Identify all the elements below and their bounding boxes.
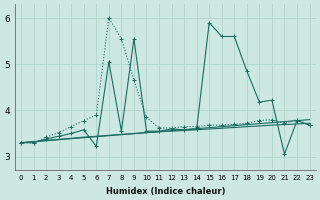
X-axis label: Humidex (Indice chaleur): Humidex (Indice chaleur) [106, 187, 225, 196]
